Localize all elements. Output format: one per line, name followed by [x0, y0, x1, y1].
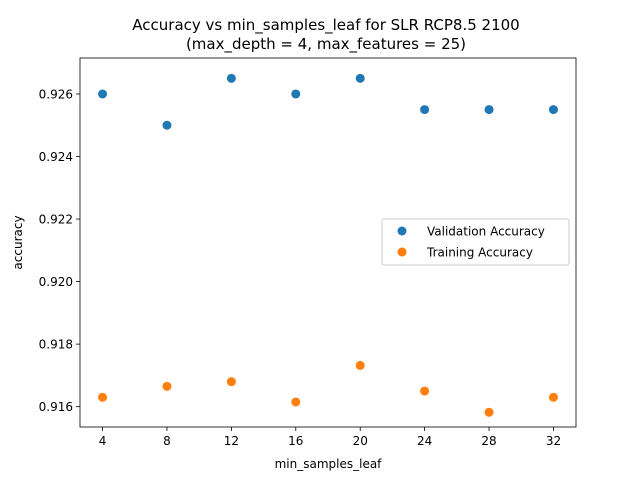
x-tick-label: 24 [417, 434, 432, 448]
x-axis-label: min_samples_leaf [275, 457, 383, 471]
validation-point [420, 105, 430, 115]
data-points [98, 73, 558, 417]
y-tick-label: 0.926 [39, 87, 73, 101]
legend-marker-validation [397, 226, 407, 236]
y-axis: 0.916 0.918 0.920 0.922 0.924 0.926 [39, 87, 80, 414]
validation-point [484, 105, 494, 115]
validation-point [162, 120, 172, 130]
legend-label-training: Training Accuracy [426, 246, 533, 260]
training-point [548, 392, 558, 402]
validation-point [291, 89, 301, 99]
training-point [420, 386, 430, 396]
training-point [291, 397, 301, 407]
x-tick-label: 4 [99, 434, 107, 448]
legend-marker-training [397, 247, 407, 257]
training-point [355, 360, 365, 370]
chart-title: Accuracy vs min_samples_leaf for SLR RCP… [132, 16, 519, 35]
plot-frame [79, 57, 577, 428]
legend-box [381, 218, 570, 266]
chart-subtitle: (max_depth = 4, max_features = 25) [186, 35, 466, 54]
training-point [98, 392, 108, 402]
x-tick-label: 20 [353, 434, 368, 448]
x-tick-label: 32 [546, 434, 561, 448]
x-tick-label: 12 [224, 434, 239, 448]
training-point [226, 377, 236, 387]
x-tick-label: 28 [481, 434, 496, 448]
y-tick-label: 0.924 [39, 150, 73, 164]
x-tick-label: 8 [163, 434, 171, 448]
x-axis: 4 8 12 16 20 24 28 32 [99, 427, 561, 448]
training-point [484, 407, 494, 417]
legend-label-validation: Validation Accuracy [427, 225, 545, 239]
training-point [162, 381, 172, 391]
validation-point [548, 105, 558, 115]
validation-point [355, 73, 365, 83]
y-tick-label: 0.918 [39, 338, 73, 352]
legend: Validation Accuracy Training Accuracy [381, 218, 570, 266]
validation-point [226, 73, 236, 83]
y-tick-label: 0.920 [39, 275, 73, 289]
validation-point [98, 89, 108, 99]
y-axis-label: accuracy [11, 215, 25, 269]
x-tick-label: 16 [288, 434, 303, 448]
y-tick-label: 0.922 [39, 213, 73, 227]
y-tick-label: 0.916 [39, 400, 73, 414]
